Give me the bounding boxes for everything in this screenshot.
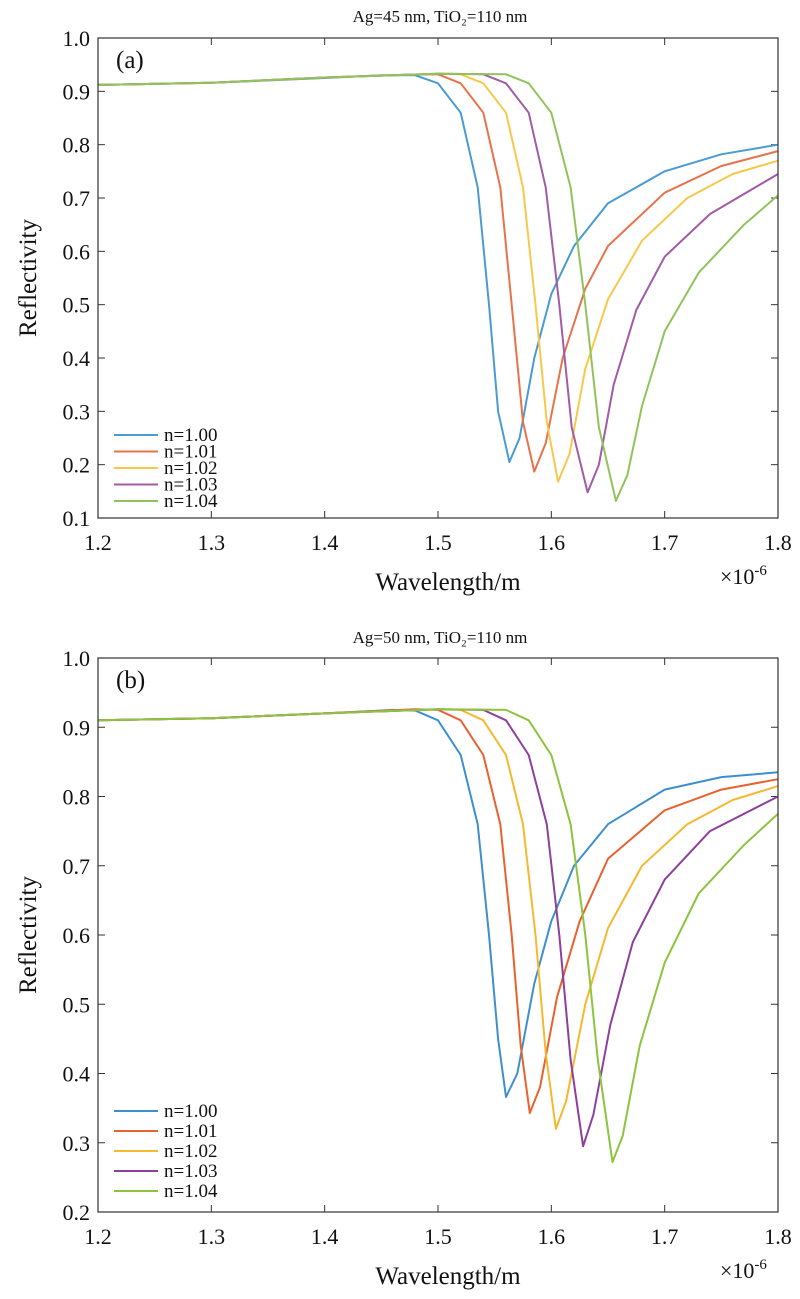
y-tick-label: 0.9 bbox=[63, 715, 91, 740]
legend-label: n=1.02 bbox=[164, 458, 217, 479]
series-line-n=1.00 bbox=[97, 708, 779, 1098]
y-tick-label: 0.3 bbox=[63, 1131, 91, 1156]
x-axis-multiplier: ×10-6 bbox=[720, 1257, 767, 1283]
series-line-n=1.04 bbox=[97, 708, 779, 1164]
y-tick-label: 0.1 bbox=[63, 506, 91, 531]
x-tick-label: 1.8 bbox=[764, 530, 792, 555]
legend: n=1.00n=1.01n=1.02n=1.03n=1.04 bbox=[114, 1101, 218, 1202]
series-line-n=1.02 bbox=[97, 72, 779, 483]
legend-label: n=1.02 bbox=[164, 1141, 217, 1162]
plot-frame bbox=[97, 657, 779, 1213]
x-tick-label: 1.2 bbox=[84, 1224, 112, 1249]
y-tick-label: 0.3 bbox=[63, 399, 91, 424]
y-tick-label: 0.8 bbox=[63, 785, 91, 810]
x-axis-multiplier-exponent: -6 bbox=[754, 1257, 767, 1273]
chart-title: Ag=50 nm, TiO₂=110 nm bbox=[353, 628, 528, 647]
chart-title: Ag=45 nm, TiO₂=110 nm bbox=[353, 7, 528, 26]
legend-label: n=1.03 bbox=[164, 1161, 217, 1182]
legend-label: n=1.00 bbox=[164, 1101, 217, 1122]
legend-label: n=1.00 bbox=[164, 425, 217, 446]
legend-label: n=1.01 bbox=[164, 442, 217, 463]
series-line-n=1.03 bbox=[97, 708, 779, 1148]
legend-label: n=1.01 bbox=[164, 1121, 217, 1142]
y-tick-labels: 0.1 0.2 0.3 0.4 0.5 0.6 0.7 0.8 0.9 1.0 bbox=[63, 26, 778, 531]
series-layer bbox=[97, 708, 779, 1164]
y-tick-label: 0.5 bbox=[63, 992, 91, 1017]
x-axis-label: Wavelength/m bbox=[375, 1263, 521, 1290]
y-tick-label: 0.7 bbox=[63, 186, 91, 211]
y-tick-label: 0.6 bbox=[63, 923, 91, 948]
y-tick-label: 0.6 bbox=[63, 239, 91, 264]
y-tick-label: 0.4 bbox=[63, 346, 91, 371]
legend-label: n=1.03 bbox=[164, 475, 217, 496]
legend-label: n=1.04 bbox=[164, 491, 218, 512]
x-tick-label: 1.4 bbox=[311, 530, 339, 555]
y-tick-label: 0.2 bbox=[63, 1200, 91, 1225]
series-line-n=1.01 bbox=[97, 708, 779, 1114]
y-tick-label: 1.0 bbox=[63, 26, 91, 51]
x-axis-multiplier-base: ×10 bbox=[720, 1258, 754, 1283]
x-axis-multiplier: ×10-6 bbox=[720, 563, 767, 589]
x-tick-label: 1.3 bbox=[198, 1224, 226, 1249]
plot-frame bbox=[97, 37, 779, 519]
y-axis-label: Reflectivity bbox=[15, 218, 42, 337]
x-tick-label: 1.5 bbox=[424, 530, 452, 555]
panel-label: (b) bbox=[116, 667, 145, 694]
x-tick-label: 1.2 bbox=[84, 530, 112, 555]
x-tick-label: 1.6 bbox=[538, 1224, 566, 1249]
y-axis-label: Reflectivity bbox=[15, 875, 42, 994]
y-tick-labels: 0.2 0.3 0.4 0.5 0.6 0.7 0.8 0.9 1.0 bbox=[63, 646, 778, 1225]
y-tick-label: 0.4 bbox=[63, 1062, 91, 1087]
x-tick-label: 1.3 bbox=[198, 530, 226, 555]
x-tick-label: 1.7 bbox=[651, 530, 679, 555]
series-line-n=1.00 bbox=[97, 74, 779, 463]
y-tick-label: 0.5 bbox=[63, 293, 91, 318]
series-line-n=1.04 bbox=[97, 72, 779, 502]
series-layer bbox=[97, 72, 779, 502]
x-axis-label: Wavelength/m bbox=[375, 569, 521, 596]
panel-label: (a) bbox=[116, 47, 144, 74]
x-tick-label: 1.8 bbox=[764, 1224, 792, 1249]
y-tick-label: 0.7 bbox=[63, 854, 91, 879]
chart-panel-b: Ag=50 nm, TiO₂=110 nm 0.2 0.3 0.4 0.5 0.6 0.7… bbox=[15, 628, 792, 1290]
y-tick-label: 1.0 bbox=[63, 646, 91, 671]
x-axis-multiplier-exponent: -6 bbox=[754, 563, 767, 579]
y-tick-label: 0.2 bbox=[63, 453, 91, 478]
x-tick-label: 1.4 bbox=[311, 1224, 339, 1249]
x-axis-multiplier-base: ×10 bbox=[720, 564, 754, 589]
x-tick-label: 1.5 bbox=[424, 1224, 452, 1249]
legend-label: n=1.04 bbox=[164, 1181, 218, 1202]
chart-panel-a: Ag=45 nm, TiO₂=110 nm 0.1 0.2 0.3 0.4 0.5 0.6… bbox=[15, 7, 792, 596]
series-line-n=1.01 bbox=[97, 73, 779, 473]
y-tick-label: 0.9 bbox=[63, 79, 91, 104]
y-tick-label: 0.8 bbox=[63, 133, 91, 158]
x-tick-labels: 1.2 1.3 1.4 1.5 1.6 1.7 1.8 bbox=[84, 38, 792, 555]
x-tick-label: 1.6 bbox=[538, 530, 566, 555]
legend: n=1.00n=1.01n=1.02n=1.03n=1.04 bbox=[114, 425, 218, 512]
x-tick-label: 1.7 bbox=[651, 1224, 679, 1249]
series-line-n=1.02 bbox=[97, 708, 779, 1130]
